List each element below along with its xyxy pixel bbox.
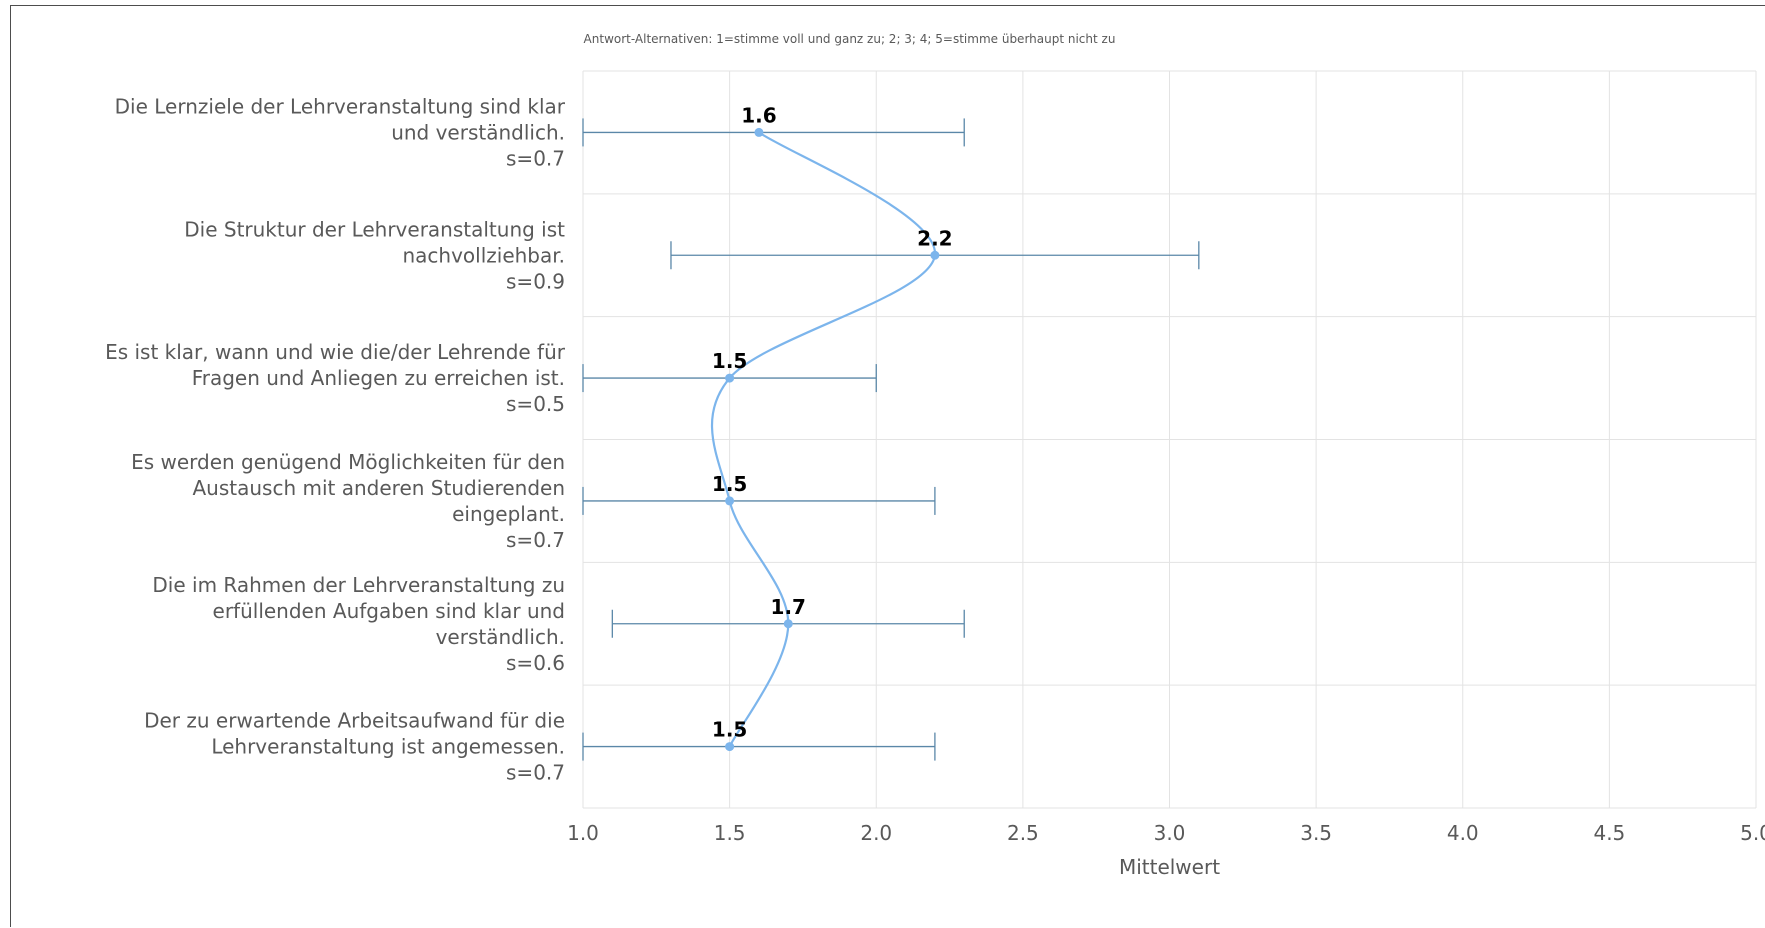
error-bar: [582, 732, 936, 761]
category-label-line: und verständlich.: [391, 120, 565, 144]
category-labels: Die Lernziele der Lehrveranstaltung sind…: [105, 94, 566, 784]
category-label-line: erfüllenden Aufgaben sind klar und: [213, 599, 565, 623]
category-label-line: Es werden genügend Möglichkeiten für den: [131, 450, 565, 474]
category-label: Die im Rahmen der Lehrveranstaltung zuer…: [152, 573, 565, 675]
category-sd-label: s=0.7: [506, 761, 565, 785]
category-label: Die Lernziele der Lehrveranstaltung sind…: [115, 94, 566, 170]
x-axis-title: Mittelwert: [1119, 855, 1220, 879]
x-tick-label: 3.5: [1300, 821, 1332, 845]
data-label: 1.5: [712, 472, 747, 496]
chart-frame: Antwort-Alternativen: 1=stimme voll und …: [10, 5, 1765, 927]
x-tick-label: 2.5: [1007, 821, 1039, 845]
error-bar: [582, 118, 965, 147]
x-tick-label: 1.5: [714, 821, 746, 845]
category-label-line: nachvollziehbar.: [402, 243, 565, 267]
data-point: [783, 619, 793, 629]
category-label-line: Die im Rahmen der Lehrveranstaltung zu: [152, 573, 565, 597]
x-tick-label: 4.0: [1447, 821, 1479, 845]
data-label: 1.6: [741, 103, 776, 127]
x-tick-label: 5.0: [1740, 821, 1765, 845]
category-sd-label: s=0.7: [506, 528, 565, 552]
category-label-line: Austausch mit anderen Studierenden: [193, 476, 566, 500]
data-label: 2.2: [917, 226, 952, 250]
category-label: Es werden genügend Möglichkeiten für den…: [131, 450, 565, 552]
data-point: [725, 496, 735, 506]
mean-value-chart: Antwort-Alternativen: 1=stimme voll und …: [105, 32, 1765, 879]
category-label: Der zu erwartende Arbeitsaufwand für die…: [144, 709, 565, 785]
category-sd-label: s=0.7: [506, 146, 565, 170]
category-sd-label: s=0.5: [506, 392, 565, 416]
category-label-line: Lehrveranstaltung ist angemessen.: [211, 735, 565, 759]
category-label-line: Die Struktur der Lehrveranstaltung ist: [184, 217, 565, 241]
data-points: [725, 127, 940, 752]
category-label: Die Struktur der Lehrveranstaltung istna…: [184, 217, 565, 293]
error-bar: [582, 486, 936, 515]
data-point: [930, 250, 940, 260]
category-label-line: Fragen und Anliegen zu erreichen ist.: [192, 366, 565, 390]
grid-lines: [582, 70, 1757, 809]
data-point: [754, 127, 764, 137]
category-sd-label: s=0.9: [506, 269, 565, 293]
category-label-line: eingeplant.: [452, 502, 565, 526]
category-label-line: Der zu erwartende Arbeitsaufwand für die: [144, 709, 565, 733]
category-label: Es ist klar, wann und wie die/der Lehren…: [105, 340, 566, 416]
x-axis-ticks: 1.0 1.5 2.0 2.5 3.0 3.5 4.0 4.5 5.0: [567, 821, 1765, 845]
chart-subtitle: Antwort-Alternativen: 1=stimme voll und …: [584, 32, 1116, 46]
data-point: [725, 742, 735, 752]
x-tick-label: 1.0: [567, 821, 599, 845]
category-label-line: Die Lernziele der Lehrveranstaltung sind…: [115, 94, 566, 118]
data-label: 1.5: [712, 718, 747, 742]
category-sd-label: s=0.6: [506, 651, 565, 675]
data-label: 1.7: [771, 595, 806, 619]
category-label-line: Es ist klar, wann und wie die/der Lehren…: [105, 340, 566, 364]
x-tick-label: 2.0: [860, 821, 892, 845]
category-label-line: verständlich.: [436, 625, 565, 649]
data-label: 1.5: [712, 349, 747, 373]
x-tick-label: 3.0: [1154, 821, 1186, 845]
data-point: [725, 373, 735, 383]
data-labels: 1.6 2.2 1.5 1.5 1.7 1.5: [712, 103, 953, 741]
x-tick-label: 4.5: [1593, 821, 1625, 845]
